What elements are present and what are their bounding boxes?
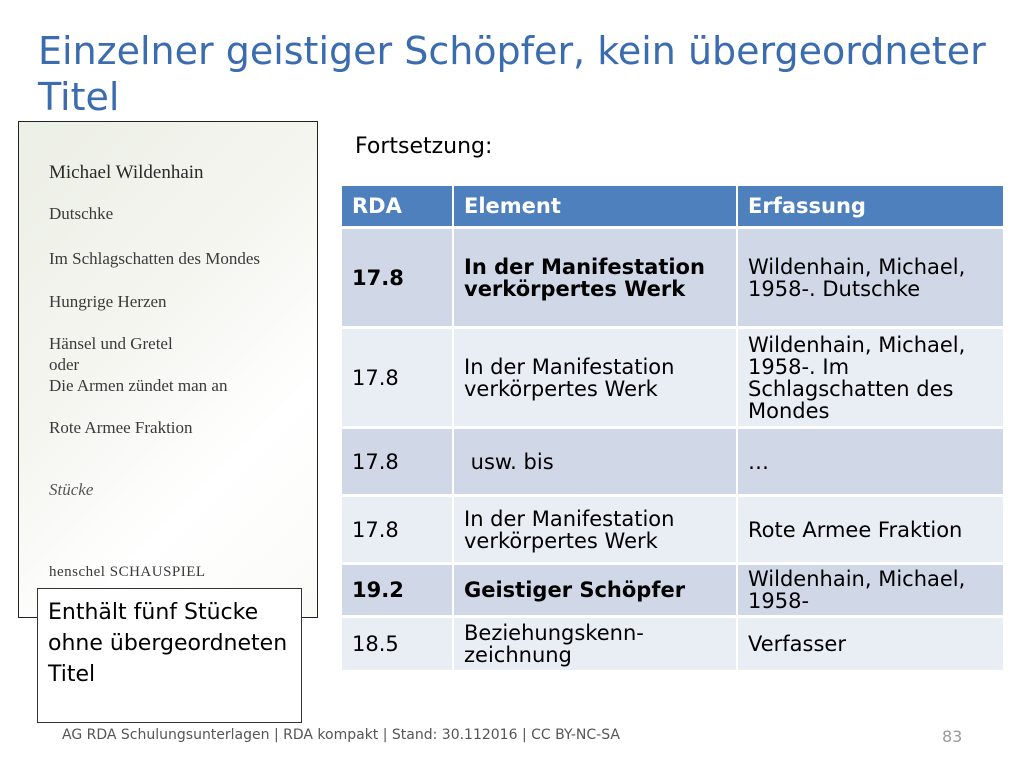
table-row: 17.8 In der Manifestation verkörpertes W… xyxy=(342,329,1003,426)
book-work-4a: Hänsel und Gretel xyxy=(49,334,173,353)
book-work-3: Hungrige Herzen xyxy=(49,292,167,311)
cell-element: In der Manifestation verkörpertes Werk xyxy=(454,329,738,426)
cell-erfassung: Verfasser xyxy=(738,618,1003,670)
cell-element: usw. bis xyxy=(454,429,738,494)
cell-erfassung: Wildenhain, Michael, 1958-. Dutschke xyxy=(738,229,1003,326)
book-publisher: henschel SCHAUSPIEL xyxy=(49,564,206,580)
slide-title: Einzelner geistiger Schöpfer, kein überg… xyxy=(38,29,986,119)
book-work-5: Rote Armee Fraktion xyxy=(49,418,193,437)
cell-element: In der Manifestation verkörpertes Werk xyxy=(454,229,738,326)
header-erfassung: Erfassung xyxy=(738,186,1003,226)
cell-rda: 18.5 xyxy=(342,618,454,670)
book-work-4b: oder xyxy=(49,355,80,374)
header-element: Element xyxy=(454,186,738,226)
table-row: 17.8 In der Manifestation verkörpertes W… xyxy=(342,229,1003,326)
cell-rda: 19.2 xyxy=(342,565,454,615)
book-title-page-image: Michael Wildenhain Dutschke Im Schlagsch… xyxy=(18,121,318,618)
book-work-4c: Die Armen zündet man an xyxy=(49,376,228,395)
table-row: 17.8 usw. bis … xyxy=(342,429,1003,494)
cell-rda: 17.8 xyxy=(342,497,454,562)
cell-rda: 17.8 xyxy=(342,429,454,494)
table-row: 17.8 In der Manifestation verkörpertes W… xyxy=(342,497,1003,562)
rda-table: RDA Element Erfassung 17.8 In der Manife… xyxy=(342,183,1003,673)
cell-rda: 17.8 xyxy=(342,329,454,426)
header-rda: RDA xyxy=(342,186,454,226)
cell-erfassung: Wildenhain, Michael, 1958-. Im Schlagsch… xyxy=(738,329,1003,426)
cell-erfassung: … xyxy=(738,429,1003,494)
cell-element: In der Manifestation verkörpertes Werk xyxy=(454,497,738,562)
page-number: 83 xyxy=(942,727,963,746)
note-box: Enthält fünf Stücke ohne übergeordneten … xyxy=(37,588,302,723)
cell-element: Beziehungskenn-zeichnung xyxy=(454,618,738,670)
cell-erfassung: Wildenhain, Michael, 1958- xyxy=(738,565,1003,615)
book-author: Michael Wildenhain xyxy=(49,162,204,183)
book-work-1: Dutschke xyxy=(49,204,114,223)
table-header-row: RDA Element Erfassung xyxy=(342,186,1003,226)
footer-text: AG RDA Schulungsunterlagen | RDA kompakt… xyxy=(62,727,620,743)
cell-element: Geistiger Schöpfer xyxy=(454,565,738,615)
table-row: 18.5 Beziehungskenn-zeichnung Verfasser xyxy=(342,618,1003,670)
table-row: 19.2 Geistiger Schöpfer Wildenhain, Mich… xyxy=(342,565,1003,615)
cell-erfassung: Rote Armee Fraktion xyxy=(738,497,1003,562)
book-work-2: Im Schlagschatten des Mondes xyxy=(49,249,261,268)
book-genre: Stücke xyxy=(49,480,94,499)
fortsetzung-label: Fortsetzung: xyxy=(355,134,493,159)
cell-rda: 17.8 xyxy=(342,229,454,326)
